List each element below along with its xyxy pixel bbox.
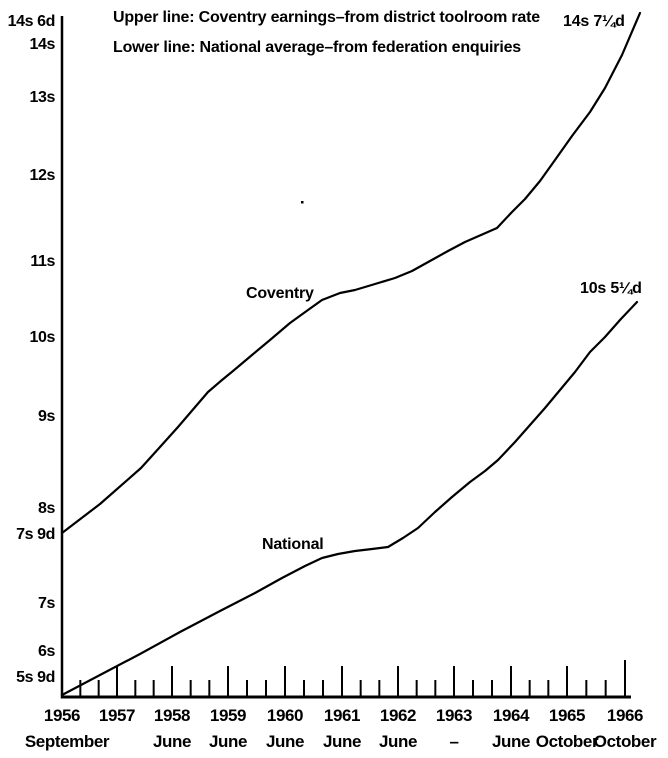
y-axis-tick-label: 14s 6d (7, 13, 56, 30)
national-series-label: National (262, 536, 324, 553)
x-axis-year-label: 1964 (492, 706, 530, 725)
y-axis-tick-label: 7s 9d (16, 526, 55, 543)
x-axis-month-label: June (152, 732, 192, 751)
y-axis-tick-label: 11s (30, 253, 55, 270)
x-axis-year-label: 1966 (606, 706, 644, 725)
x-axis-month-label: June (378, 732, 418, 751)
x-axis-month-label: September (24, 732, 110, 751)
coventry-series-line (60, 11, 642, 535)
y-axis-tick-label: 8s (38, 500, 55, 517)
y-axis-tick-label: 10s (29, 329, 56, 346)
x-axis-year-label: 1957 (98, 706, 136, 725)
y-axis-tick-label: 14s (29, 36, 56, 53)
y-axis-tick-label: 6s (38, 643, 55, 660)
x-axis-month-label: June (491, 732, 531, 751)
x-axis-month-label: October (535, 732, 599, 751)
x-axis-month-label: June (322, 732, 362, 751)
y-axis-tick-label: 12s (29, 167, 56, 184)
legend-lower-line: Lower line: National average–from federa… (113, 39, 521, 56)
x-axis-month-label: June (265, 732, 305, 751)
x-axis-year-label: 1958 (153, 706, 191, 725)
x-axis-year-label: 1965 (548, 706, 586, 725)
x-axis-month-label: June (208, 732, 248, 751)
x-axis-month-label: – (449, 732, 459, 751)
y-axis-tick-label: 5s 9d (16, 669, 55, 686)
y-axis-tick-label: 9s (38, 408, 55, 425)
x-axis-year-label: 1961 (323, 706, 361, 725)
x-axis-year-label: 1960 (266, 706, 304, 725)
national-series-line (60, 300, 639, 697)
national-end-value-label: 10s 5¼d (580, 280, 642, 297)
x-axis-year-label: 1962 (379, 706, 417, 725)
y-axis-tick-label: 7s (38, 595, 55, 612)
x-axis-year-label: 1956 (43, 706, 81, 725)
x-axis-year-label: 1959 (209, 706, 247, 725)
y-axis-tick-label: 13s (29, 89, 56, 106)
stray-dot-mark (301, 201, 304, 204)
coventry-series-label: Coventry (246, 285, 314, 302)
coventry-end-value-label: 14s 7¼d (563, 13, 625, 30)
x-axis-year-label: 1963 (435, 706, 473, 725)
x-axis-month-label: October (593, 732, 657, 751)
legend-upper-line: Upper line: Coventry earnings–from distr… (113, 9, 540, 26)
